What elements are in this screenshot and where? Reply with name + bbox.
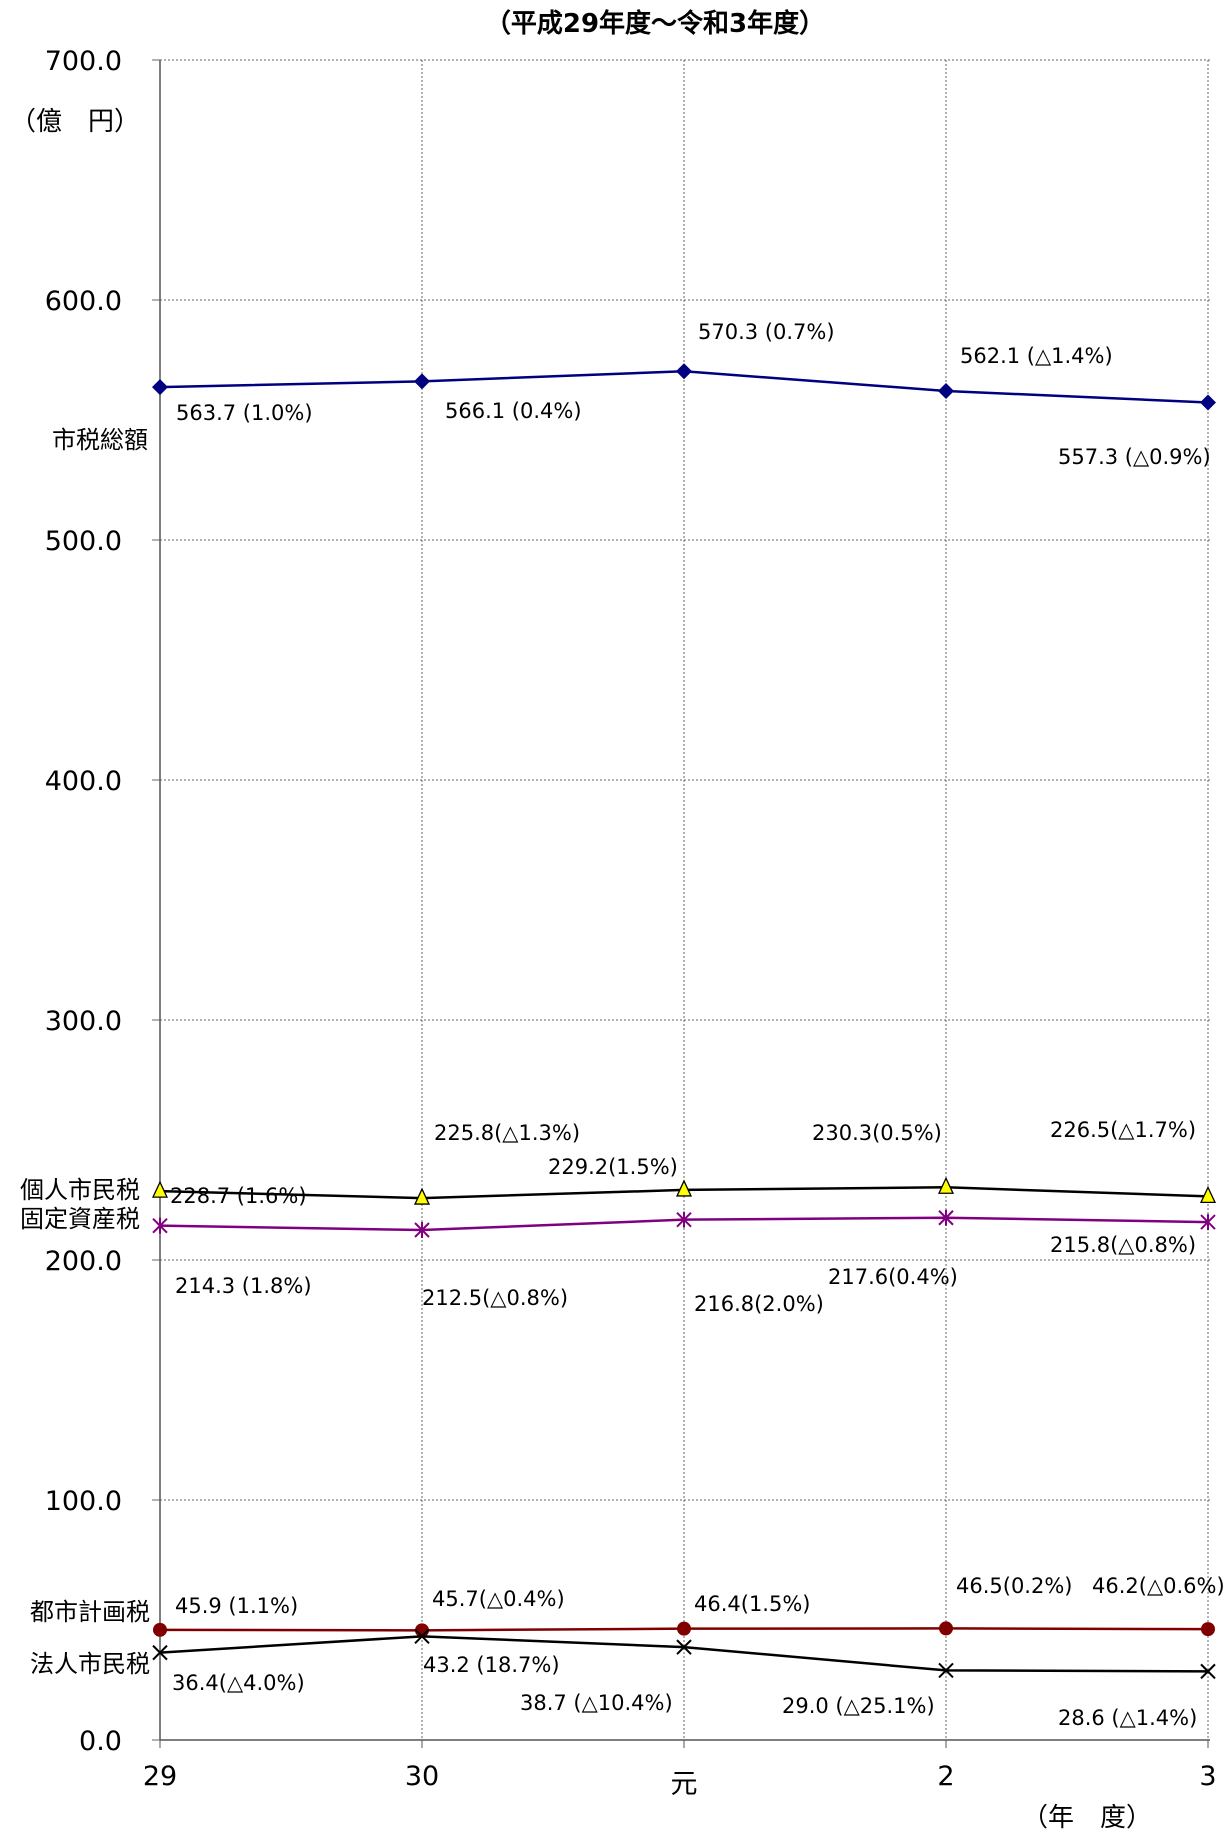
data-label: 45.7(△0.4%) bbox=[432, 1587, 565, 1611]
series-marker bbox=[1201, 1622, 1215, 1637]
data-label: 45.9 (1.1%) bbox=[175, 1594, 298, 1618]
chart-title: （平成29年度～令和3年度） bbox=[485, 8, 825, 39]
data-label: 225.8(△1.3%) bbox=[434, 1121, 580, 1145]
data-label: 36.4(△4.0%) bbox=[172, 1671, 305, 1695]
x-tick-label: 2 bbox=[937, 1761, 954, 1792]
data-label: 215.8(△0.8%) bbox=[1050, 1233, 1196, 1257]
x-axis-ticks: 29 30 元 2 3 bbox=[143, 1761, 1217, 1800]
y-tick-label: 300.0 bbox=[45, 1006, 122, 1037]
data-label: 226.5(△1.7%) bbox=[1050, 1118, 1196, 1142]
data-label: 46.4(1.5%) bbox=[694, 1592, 811, 1616]
data-label: 557.3 (△0.9%) bbox=[1058, 445, 1211, 469]
series-marker bbox=[937, 1176, 955, 1194]
data-label: 562.1 (△1.4%) bbox=[960, 344, 1113, 368]
series-name-label: 個人市民税 bbox=[20, 1176, 140, 1204]
data-label: 46.2(△0.6%) bbox=[1092, 1574, 1225, 1598]
series-marker bbox=[939, 1621, 953, 1636]
y-tick-label: 500.0 bbox=[45, 526, 122, 557]
series-marker bbox=[414, 1222, 430, 1238]
series-name-label: 市税総額 bbox=[52, 426, 148, 454]
series-marker bbox=[1200, 1214, 1216, 1231]
series-marker bbox=[938, 1662, 954, 1679]
series-marker bbox=[1200, 1663, 1216, 1680]
data-label: 29.0 (△25.1%) bbox=[782, 1694, 935, 1718]
series-marker bbox=[677, 1621, 691, 1636]
series-marker bbox=[938, 1209, 954, 1226]
y-tick-label: 100.0 bbox=[45, 1486, 122, 1517]
y-tick-label: 700.0 bbox=[45, 46, 122, 77]
series-name-label: 都市計画税 bbox=[30, 1598, 150, 1626]
series-marker bbox=[676, 1211, 692, 1228]
data-label: 28.6 (△1.4%) bbox=[1058, 1706, 1197, 1730]
y-tick-label: 0.0 bbox=[79, 1726, 122, 1757]
gridlines bbox=[160, 59, 1210, 1740]
data-label: 38.7 (△10.4%) bbox=[520, 1691, 673, 1715]
x-tick-label: 30 bbox=[405, 1761, 439, 1792]
series-marker bbox=[151, 1180, 169, 1198]
data-label: 229.2(1.5%) bbox=[548, 1155, 678, 1179]
series-marker bbox=[1199, 1185, 1217, 1204]
x-tick-label: 元 bbox=[671, 1769, 698, 1800]
x-axis-unit: （年 度） bbox=[1022, 1803, 1152, 1833]
series-marker bbox=[153, 1622, 167, 1637]
axes bbox=[152, 59, 1210, 1748]
data-label: 216.8(2.0%) bbox=[694, 1292, 824, 1316]
x-tick-label: 29 bbox=[143, 1761, 177, 1792]
series-marker bbox=[152, 1644, 168, 1661]
y-tick-label: 200.0 bbox=[45, 1246, 122, 1277]
y-tick-label: 400.0 bbox=[45, 766, 122, 797]
series-marker bbox=[414, 1628, 430, 1645]
data-label: 228.7 (1.6%) bbox=[170, 1184, 307, 1208]
series-marker bbox=[676, 363, 692, 380]
data-label: 230.3(0.5%) bbox=[812, 1121, 942, 1145]
y-tick-label: 600.0 bbox=[45, 286, 122, 317]
series-marker bbox=[938, 382, 954, 399]
series-marker bbox=[1200, 394, 1216, 411]
y-axis-unit: （億 円） bbox=[10, 107, 140, 137]
y-axis-ticks: 0.0 100.0 200.0 300.0 400.0 500.0 600.0 700.0 bbox=[45, 46, 122, 1757]
data-label: 43.2 (18.7%) bbox=[423, 1653, 560, 1677]
x-tick-label: 3 bbox=[1199, 1761, 1216, 1792]
data-label: 212.5(△0.8%) bbox=[422, 1286, 568, 1310]
series-marker bbox=[152, 1217, 168, 1234]
data-labels: 563.7 (1.0%) 566.1 (0.4%) 570.3 (0.7%) 562.… bbox=[170, 320, 1225, 1730]
data-label: 566.1 (0.4%) bbox=[445, 399, 582, 423]
series-marker bbox=[152, 379, 168, 396]
series-name-label: 法人市民税 bbox=[30, 1650, 150, 1678]
series-lines bbox=[151, 363, 1217, 1680]
series-marker bbox=[413, 1187, 431, 1205]
series-marker bbox=[675, 1179, 693, 1197]
data-label: 563.7 (1.0%) bbox=[176, 401, 313, 425]
data-label: 46.5(0.2%) bbox=[956, 1574, 1073, 1598]
series-marker bbox=[414, 373, 430, 390]
data-label: 217.6(0.4%) bbox=[828, 1265, 958, 1289]
series-name-label: 固定資産税 bbox=[20, 1205, 140, 1233]
data-label: 570.3 (0.7%) bbox=[698, 320, 835, 344]
data-label: 214.3 (1.8%) bbox=[175, 1274, 312, 1298]
series-marker bbox=[676, 1639, 692, 1655]
